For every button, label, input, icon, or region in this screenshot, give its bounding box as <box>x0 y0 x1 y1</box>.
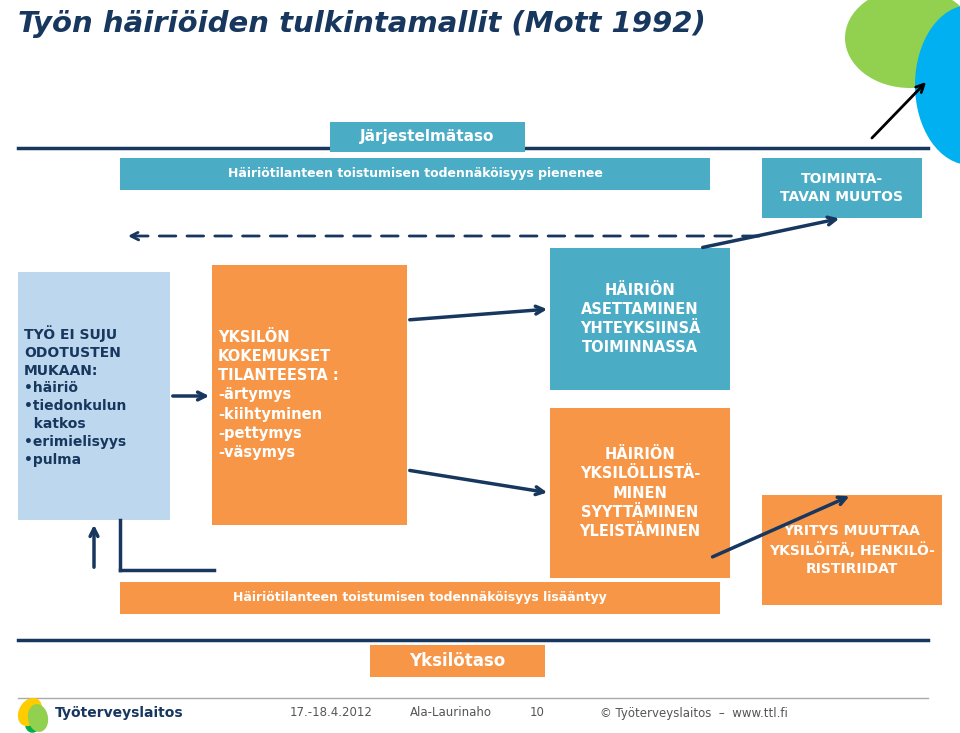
Text: 17.-18.4.2012: 17.-18.4.2012 <box>290 707 372 720</box>
Text: © Työterveyslaitos  –  www.ttl.fi: © Työterveyslaitos – www.ttl.fi <box>600 707 788 720</box>
Text: TYÖ EI SUJU
ODOTUSTEN
MUKAAN:
•häiriö
•tiedonkulun
  katkos
•erimielisyys
•pulma: TYÖ EI SUJU ODOTUSTEN MUKAAN: •häiriö •t… <box>24 325 127 467</box>
Ellipse shape <box>18 698 42 726</box>
Text: Työn häiriöiden tulkintamallit (Mott 1992): Työn häiriöiden tulkintamallit (Mott 199… <box>18 10 706 38</box>
Text: 10: 10 <box>530 707 545 720</box>
Text: Järjestelmätaso: Järjestelmätaso <box>360 130 494 144</box>
Text: Yksilötaso: Yksilötaso <box>409 652 506 670</box>
Text: Ala-Laurinaho: Ala-Laurinaho <box>410 707 492 720</box>
Text: HÄIRIÖN
YKSILÖLLISTÄ-
MINEN
SYYTTÄMINEN
YLEISTÄMINEN: HÄIRIÖN YKSILÖLLISTÄ- MINEN SYYTTÄMINEN … <box>580 447 701 539</box>
Ellipse shape <box>845 0 960 88</box>
Text: Häiriötilanteen toistumisen todennäköisyys lisääntyy: Häiriötilanteen toistumisen todennäköisy… <box>233 592 607 605</box>
Text: HÄIRIÖN
ASETTAMINEN
YHTEYKSIINSÄ
TOIMINNASSA: HÄIRIÖN ASETTAMINEN YHTEYKSIINSÄ TOIMINN… <box>580 283 700 356</box>
Bar <box>212 265 407 525</box>
Text: Työterveyslaitos: Työterveyslaitos <box>55 706 183 720</box>
Text: Häiriötilanteen toistumisen todennäköisyys pienenee: Häiriötilanteen toistumisen todennäköisy… <box>228 168 603 180</box>
Bar <box>120 582 720 614</box>
Bar <box>762 158 922 218</box>
Bar <box>120 158 710 190</box>
Bar <box>550 248 730 390</box>
Text: YRITYS MUUTTAA
YKSILÖITÄ, HENKILÖ-
RISTIRIIDAT: YRITYS MUUTTAA YKSILÖITÄ, HENKILÖ- RISTI… <box>769 524 935 576</box>
Text: YKSILÖN
KOKEMUKSET
TILANTEESTA :
-ärtymys
-kiihtyminen
-pettymys
-väsymys: YKSILÖN KOKEMUKSET TILANTEESTA : -ärtymy… <box>218 330 339 460</box>
Bar <box>330 122 525 152</box>
Bar <box>762 495 942 605</box>
Ellipse shape <box>915 5 960 165</box>
Bar <box>18 272 170 520</box>
Bar <box>370 645 545 677</box>
Ellipse shape <box>28 704 48 732</box>
Ellipse shape <box>25 707 43 733</box>
Text: TOIMINTA-
TAVAN MUUTOS: TOIMINTA- TAVAN MUUTOS <box>780 172 903 204</box>
Bar <box>550 408 730 578</box>
